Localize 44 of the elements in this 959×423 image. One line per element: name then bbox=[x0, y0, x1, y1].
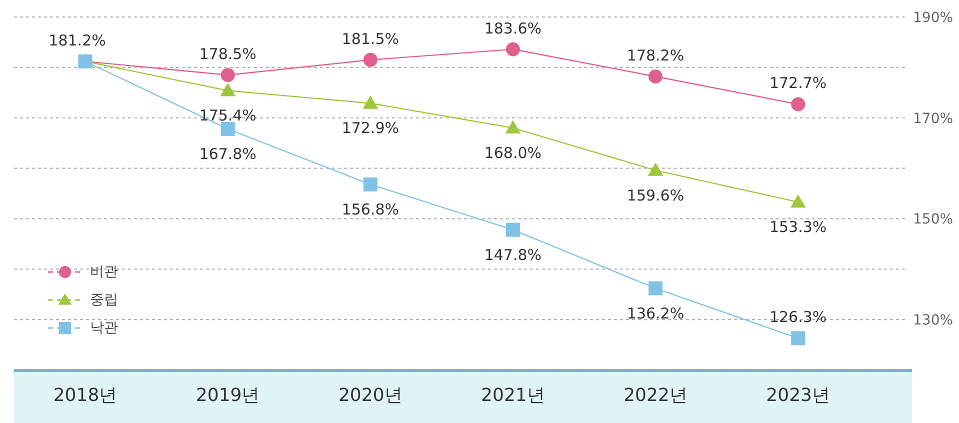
data-label: 167.8% bbox=[199, 144, 256, 163]
data-label: 159.6% bbox=[626, 186, 684, 204]
legend-label: 비관 bbox=[90, 263, 118, 281]
point bbox=[791, 331, 806, 346]
data-label: 153.3% bbox=[769, 218, 827, 236]
point bbox=[220, 68, 235, 82]
point bbox=[505, 120, 521, 134]
point bbox=[220, 122, 235, 136]
point bbox=[363, 177, 378, 192]
point bbox=[648, 162, 664, 176]
point bbox=[648, 281, 663, 296]
data-label: 178.5% bbox=[199, 44, 256, 63]
legend-label: 중립 bbox=[90, 291, 118, 309]
data-label: 183.6% bbox=[484, 19, 542, 38]
point bbox=[362, 96, 378, 109]
y-tick-label: 130% bbox=[913, 312, 954, 329]
y-tick-label: 150% bbox=[913, 212, 954, 228]
x-tick-label: 2019년 bbox=[196, 384, 260, 406]
point bbox=[791, 97, 806, 112]
data-label: 147.8% bbox=[484, 246, 542, 264]
data-label: 178.2% bbox=[626, 46, 684, 65]
point bbox=[506, 222, 520, 237]
y-tick-label: 190% bbox=[913, 10, 954, 26]
legend-label: 낙관 bbox=[90, 319, 118, 337]
point bbox=[506, 42, 520, 56]
data-label: 126.3% bbox=[769, 308, 827, 326]
x-tick-label: 2023년 bbox=[766, 384, 830, 406]
point bbox=[790, 194, 806, 208]
x-tick-label: 2021년 bbox=[481, 384, 545, 406]
x-tick-label: 2022년 bbox=[624, 384, 688, 406]
point bbox=[648, 70, 663, 84]
data-label: 181.5% bbox=[342, 30, 399, 48]
data-label: 168.0% bbox=[484, 144, 542, 162]
data-label: 136.2% bbox=[626, 304, 684, 322]
data-label: 181.2% bbox=[48, 31, 106, 50]
y-tick-label: 170% bbox=[913, 110, 954, 127]
data-label: 172.7% bbox=[769, 74, 827, 92]
data-label: 175.4% bbox=[199, 106, 256, 125]
x-tick-label: 2020년 bbox=[338, 384, 402, 406]
data-label: 156.8% bbox=[342, 200, 399, 218]
point bbox=[363, 52, 378, 67]
x-tick-label: 2018년 bbox=[53, 384, 118, 406]
data-label: 172.9% bbox=[342, 119, 399, 138]
point bbox=[220, 82, 236, 96]
